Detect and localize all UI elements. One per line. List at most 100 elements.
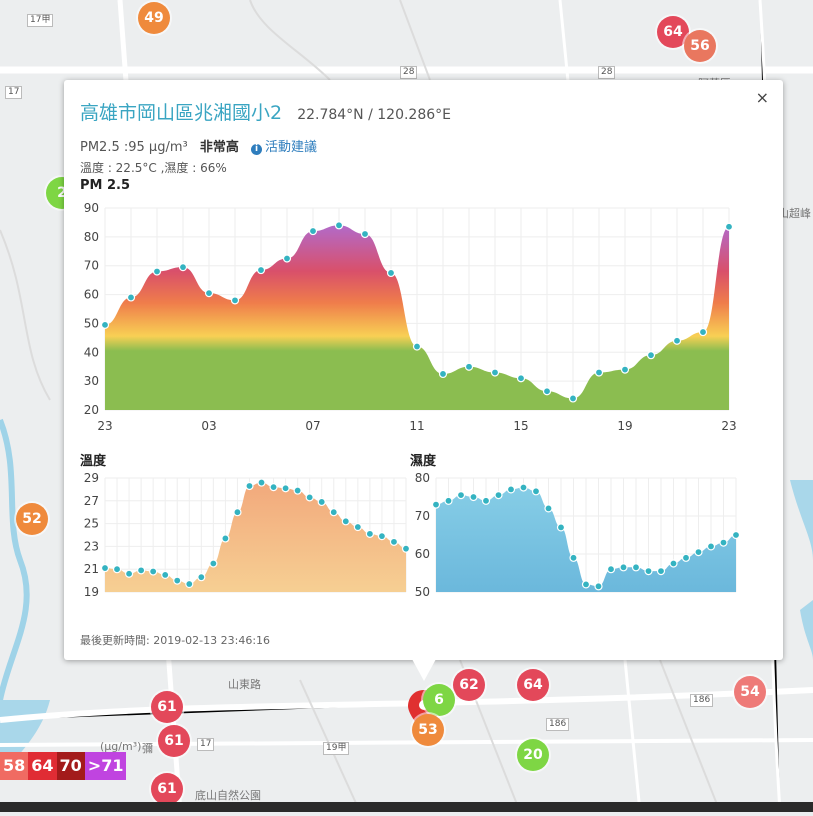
data-point[interactable] — [257, 478, 266, 487]
data-point[interactable] — [569, 553, 578, 562]
data-point[interactable] — [308, 226, 318, 236]
aqi-station-marker[interactable]: 61 — [158, 725, 190, 757]
data-point[interactable] — [731, 530, 741, 540]
data-point[interactable] — [516, 374, 526, 383]
data-point[interactable] — [334, 221, 344, 230]
aqi-station-marker[interactable]: 53 — [412, 714, 444, 746]
data-point[interactable] — [124, 569, 134, 578]
data-point[interactable] — [152, 267, 162, 276]
data-point[interactable] — [464, 362, 474, 371]
data-point[interactable] — [672, 336, 682, 345]
data-point[interactable] — [230, 296, 240, 305]
aqi-station-marker[interactable]: 61 — [151, 773, 183, 805]
aqi-station-marker[interactable]: 64 — [517, 669, 549, 701]
aqi-station-marker[interactable]: 56 — [684, 30, 716, 62]
data-point[interactable] — [360, 229, 370, 239]
y-tick-label: 40 — [84, 345, 99, 359]
data-point[interactable] — [542, 387, 552, 396]
close-button[interactable]: × — [755, 88, 769, 107]
data-point[interactable] — [469, 492, 478, 502]
data-point[interactable] — [293, 486, 302, 495]
data-point[interactable] — [245, 481, 254, 491]
data-point[interactable] — [282, 254, 292, 263]
weather-readout: 溫度 : 22.5°C ,濕度 : 66% — [80, 161, 227, 175]
data-point[interactable] — [401, 544, 410, 553]
data-point[interactable] — [412, 342, 422, 351]
data-point[interactable] — [656, 566, 666, 576]
temperature-chart: 29 27 25 23 21 19 — [84, 471, 410, 598]
data-point[interactable] — [137, 566, 146, 575]
data-point[interactable] — [209, 559, 218, 568]
data-point[interactable] — [341, 517, 350, 526]
data-point[interactable] — [606, 565, 616, 574]
data-point[interactable] — [204, 289, 214, 298]
data-point[interactable] — [490, 368, 500, 377]
y-tick-label: 60 — [415, 547, 430, 561]
data-point[interactable] — [519, 483, 528, 492]
data-point[interactable] — [389, 537, 399, 546]
data-point[interactable] — [594, 582, 603, 591]
data-point[interactable] — [149, 567, 158, 576]
data-point[interactable] — [724, 222, 734, 231]
aqi-station-marker[interactable]: 6 — [423, 684, 455, 716]
data-point[interactable] — [506, 485, 516, 494]
activity-advice-link[interactable]: i 活動建議 — [251, 140, 317, 155]
aqi-station-marker[interactable]: 49 — [138, 2, 170, 34]
data-point[interactable] — [719, 538, 728, 547]
aqi-station-marker[interactable]: 20 — [517, 739, 549, 771]
data-point[interactable] — [197, 573, 206, 582]
data-point[interactable] — [531, 487, 541, 496]
humidity-chart: 80 70 60 50 — [415, 471, 741, 598]
aqi-station-marker[interactable]: 54 — [734, 676, 766, 708]
data-point[interactable] — [698, 327, 708, 337]
data-point[interactable] — [581, 580, 591, 589]
data-point[interactable] — [178, 263, 188, 272]
data-point[interactable] — [126, 293, 136, 302]
data-point[interactable] — [100, 563, 110, 573]
data-point[interactable] — [694, 547, 703, 557]
data-point[interactable] — [706, 542, 716, 551]
place-label: (μg/m³) — [100, 740, 142, 753]
data-point[interactable] — [568, 394, 578, 403]
data-point[interactable] — [256, 265, 266, 275]
station-name[interactable]: 高雄市岡山區兆湘國小2 — [80, 102, 283, 124]
data-point[interactable] — [269, 483, 278, 492]
data-point[interactable] — [594, 368, 604, 377]
legend-cell: 64 — [28, 752, 57, 780]
data-point[interactable] — [317, 497, 326, 507]
aqi-station-marker[interactable]: 52 — [16, 503, 48, 535]
data-point[interactable] — [329, 508, 338, 517]
data-point[interactable] — [681, 553, 691, 562]
data-point[interactable] — [353, 522, 362, 532]
data-point[interactable] — [185, 579, 194, 589]
data-point[interactable] — [365, 529, 374, 538]
data-point[interactable] — [481, 496, 491, 505]
data-point[interactable] — [644, 566, 653, 576]
data-point[interactable] — [173, 576, 182, 585]
data-point[interactable] — [377, 532, 387, 541]
data-point[interactable] — [386, 268, 396, 278]
data-point[interactable] — [112, 565, 122, 574]
data-point[interactable] — [646, 351, 656, 360]
data-point[interactable] — [631, 563, 641, 572]
data-point[interactable] — [281, 484, 290, 493]
aqi-station-marker[interactable]: 62 — [453, 669, 485, 701]
data-point[interactable] — [100, 320, 110, 329]
aqi-station-marker[interactable]: 64 — [657, 16, 689, 48]
aqi-station-marker[interactable]: 61 — [151, 691, 183, 723]
data-point[interactable] — [305, 493, 314, 502]
data-point[interactable] — [431, 500, 441, 509]
data-point[interactable] — [556, 523, 566, 532]
data-point[interactable] — [456, 491, 466, 500]
data-point[interactable] — [444, 496, 453, 505]
data-point[interactable] — [619, 563, 628, 572]
data-point[interactable] — [233, 508, 242, 517]
data-point[interactable] — [221, 534, 230, 543]
data-point[interactable] — [438, 369, 448, 379]
data-point[interactable] — [494, 491, 503, 500]
data-point[interactable] — [161, 570, 170, 580]
data-point[interactable] — [669, 559, 678, 568]
temp-chart-title: 溫度 — [80, 454, 107, 469]
data-point[interactable] — [620, 365, 630, 374]
data-point[interactable] — [544, 504, 553, 513]
